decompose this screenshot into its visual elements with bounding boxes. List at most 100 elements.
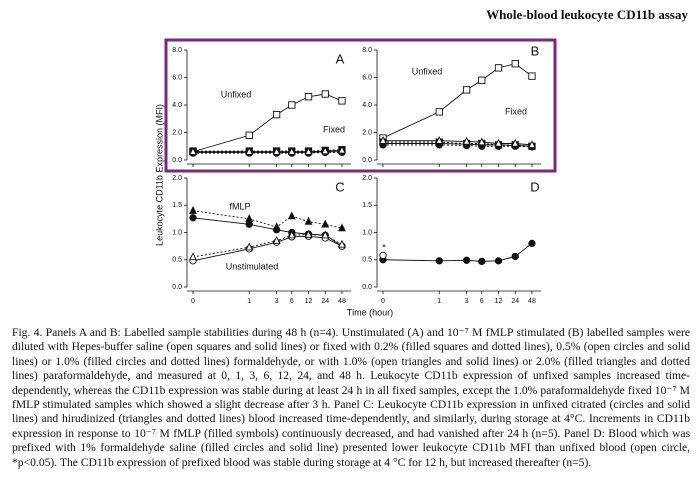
series-line (193, 149, 342, 153)
x-tick-label: 24 (321, 298, 329, 305)
data-point (338, 145, 346, 154)
x-tick-label: 48 (338, 298, 346, 305)
y-tick-label: 2.0 (362, 175, 372, 182)
data-point (338, 97, 346, 105)
data-point (494, 257, 503, 265)
data-point (338, 223, 346, 232)
annotation: Unfixed (221, 89, 252, 99)
series-line (192, 210, 343, 229)
x-tick-label: 0 (191, 298, 195, 305)
series-line (382, 243, 533, 262)
data-point (189, 205, 197, 214)
y-tick-label: 6.0 (172, 74, 182, 81)
highlight-box (164, 38, 557, 173)
x-tick-label: 48 (528, 298, 536, 305)
y-tick-label: 4.0 (362, 102, 372, 109)
data-point (304, 216, 313, 225)
panel-label: B (531, 43, 540, 58)
caption: Fig. 4. Panels A and B: Labelled sample … (12, 326, 690, 469)
data-point (287, 230, 296, 239)
annotation: Fixed (323, 124, 345, 134)
data-point (189, 214, 197, 222)
data-point (321, 230, 330, 239)
data-point (321, 90, 329, 98)
x-tick-label: 1 (437, 298, 441, 305)
data-point (245, 214, 254, 223)
data-point (338, 239, 346, 248)
data-point (379, 251, 387, 260)
x-tick-label: 1 (247, 298, 251, 305)
data-point (435, 136, 444, 144)
y-tick-label: 1.5 (172, 202, 182, 209)
annotation: fMLP (229, 201, 250, 211)
panel-label: D (530, 179, 539, 194)
data-point (245, 220, 253, 228)
x-tick-label: 12 (495, 298, 503, 305)
x-tick-label: 6 (480, 298, 484, 305)
figure: Whole-blood leukocyte CD11b assay Leukoc… (154, 7, 688, 317)
annotation: Unstimulated (226, 261, 279, 271)
data-point (528, 72, 536, 80)
data-point (511, 138, 520, 147)
data-point (272, 110, 281, 119)
x-tick-label: 6 (290, 298, 294, 305)
series-line (192, 234, 343, 258)
y-tick-label: 1.5 (362, 202, 372, 209)
annotation: Unfixed (412, 66, 443, 76)
y-tick-label: 0.0 (362, 284, 372, 291)
y-axis-label: Leukocyte CD11b Expression (MFI) (154, 104, 164, 246)
data-point (245, 242, 254, 251)
y-tick-label: 0.5 (362, 257, 372, 264)
data-point (189, 252, 197, 261)
data-point (435, 257, 443, 265)
annotation: * (382, 242, 386, 252)
y-tick-label: 6.0 (362, 74, 372, 81)
series-line (192, 235, 343, 262)
data-point (494, 64, 503, 72)
data-point (379, 136, 387, 144)
data-point (321, 146, 330, 155)
data-point (528, 239, 536, 248)
data-point (304, 147, 313, 155)
data-point (511, 60, 519, 68)
x-tick-label: 0 (381, 298, 385, 305)
x-tick-label: 12 (305, 298, 313, 305)
data-point (511, 252, 519, 261)
y-tick-label: 0.0 (172, 284, 182, 291)
y-tick-label: 2.0 (172, 175, 182, 182)
data-point (477, 137, 486, 146)
y-tick-label: 8.0 (362, 47, 372, 54)
data-point (304, 229, 313, 238)
data-point (478, 257, 486, 266)
y-tick-label: 8.0 (172, 47, 182, 54)
series-line (192, 217, 343, 247)
data-point (287, 211, 296, 220)
data-point (462, 256, 471, 264)
x-tick-label: 3 (275, 298, 279, 305)
data-point (435, 108, 443, 116)
data-point (494, 138, 503, 147)
y-tick-label: 0.0 (172, 157, 182, 164)
data-point (304, 93, 313, 101)
data-point (288, 101, 296, 109)
series-line (382, 63, 533, 139)
x-tick-label: 24 (511, 298, 519, 305)
data-point (462, 86, 471, 94)
header: Whole-blood leukocyte CD11b assay (486, 7, 688, 22)
y-tick-label: 0.0 (362, 157, 372, 164)
y-tick-label: 2.0 (362, 129, 372, 136)
y-tick-label: 4.0 (172, 102, 182, 109)
data-point (272, 147, 281, 155)
annotation: Fixed (505, 106, 527, 116)
data-point (528, 140, 536, 149)
panel-label: C (335, 179, 344, 194)
x-axis-label: Time (hour) (347, 307, 393, 317)
data-point (272, 235, 281, 244)
y-tick-label: 1.0 (362, 229, 372, 236)
y-tick-label: 1.0 (172, 229, 182, 236)
series-line (192, 93, 343, 153)
data-point (245, 131, 253, 139)
data-point (321, 219, 330, 228)
data-point (189, 147, 197, 155)
